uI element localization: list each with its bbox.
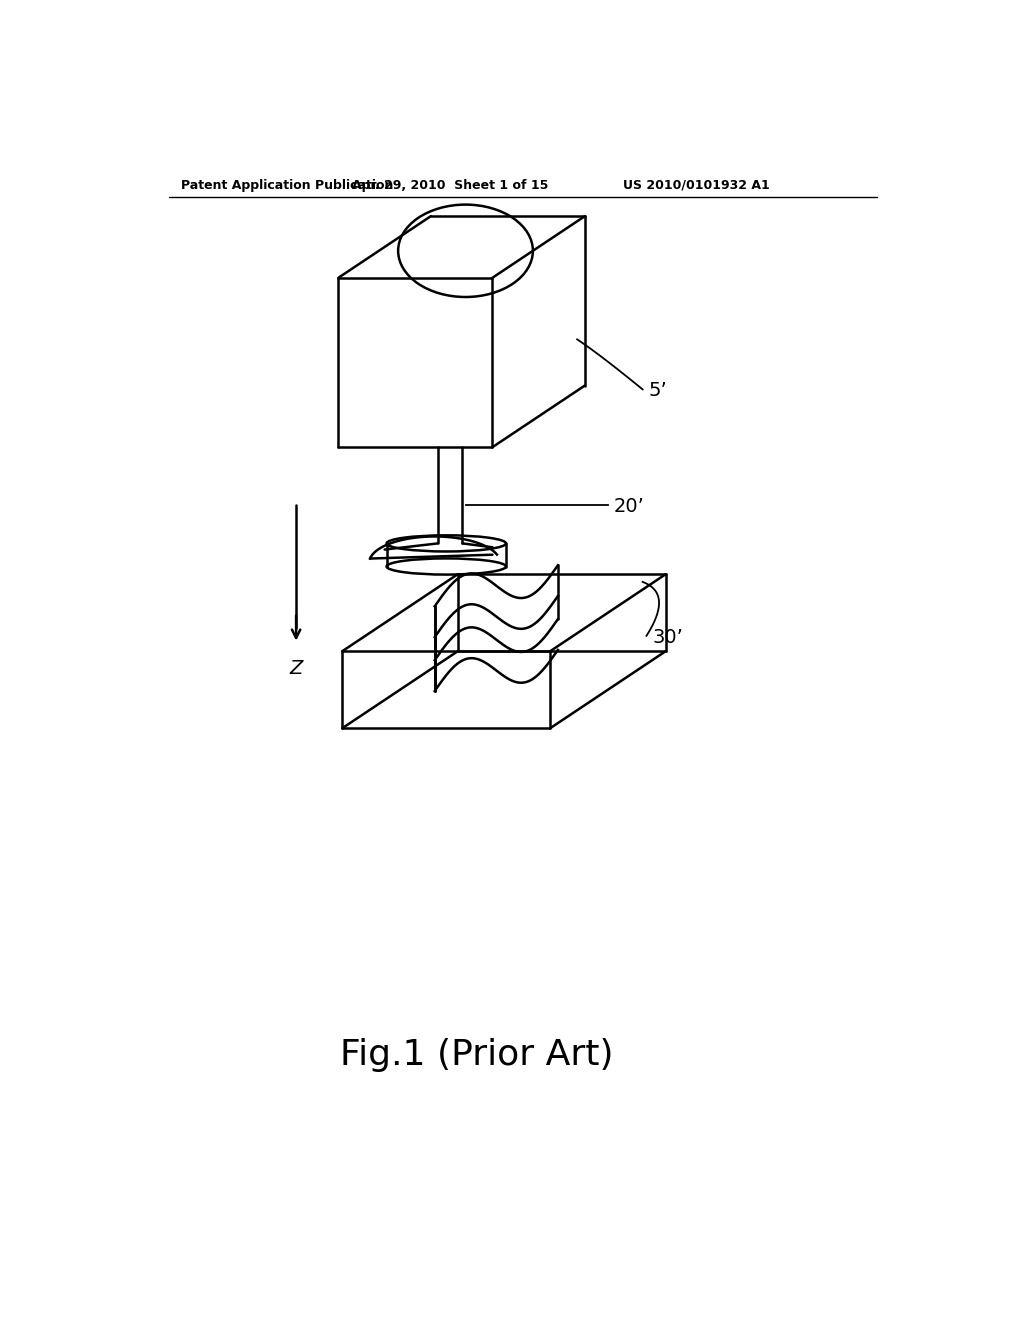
Text: 20’: 20’ <box>614 496 645 516</box>
Text: 30’: 30’ <box>652 628 683 647</box>
Text: 5’: 5’ <box>648 381 667 400</box>
Text: Fig.1 (Prior Art): Fig.1 (Prior Art) <box>340 1039 613 1072</box>
Text: Z: Z <box>290 659 303 678</box>
Text: Apr. 29, 2010  Sheet 1 of 15: Apr. 29, 2010 Sheet 1 of 15 <box>352 178 548 191</box>
Text: Patent Application Publication: Patent Application Publication <box>180 178 393 191</box>
Text: US 2010/0101932 A1: US 2010/0101932 A1 <box>624 178 770 191</box>
